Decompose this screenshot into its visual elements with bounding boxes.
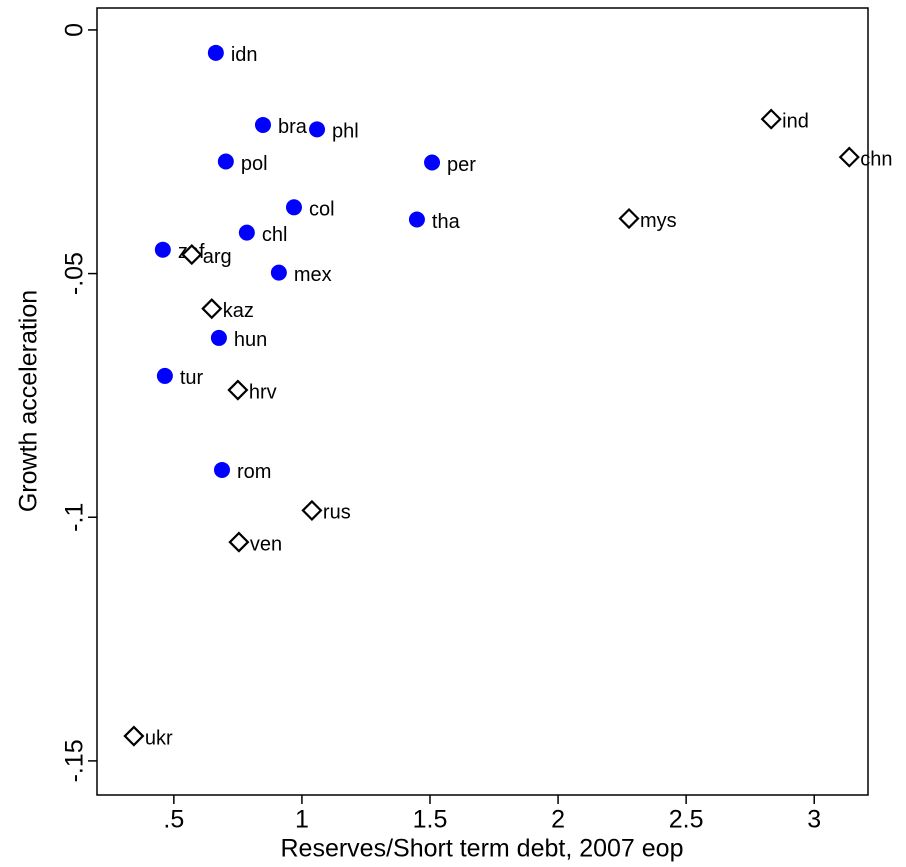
point-label: chn bbox=[860, 148, 892, 170]
point bbox=[217, 153, 234, 170]
point-label: mys bbox=[640, 210, 677, 232]
point-label: tha bbox=[432, 211, 461, 233]
point bbox=[618, 207, 640, 230]
point-label: bra bbox=[278, 116, 308, 138]
y-tick-label: -.05 bbox=[61, 252, 89, 295]
y-tick-label: 0 bbox=[61, 23, 89, 37]
x-axis-title: Reserves/Short term debt, 2007 eop bbox=[280, 835, 683, 863]
x-tick-label: .5 bbox=[163, 806, 184, 834]
point bbox=[210, 329, 227, 346]
point-label: pol bbox=[241, 153, 268, 175]
point-label: chl bbox=[262, 224, 288, 246]
point bbox=[270, 264, 287, 281]
point-label: kaz bbox=[223, 300, 254, 322]
point bbox=[154, 241, 171, 258]
point bbox=[285, 199, 302, 216]
y-tick-label: -.15 bbox=[61, 739, 89, 782]
point bbox=[254, 116, 271, 133]
point bbox=[301, 499, 323, 521]
x-tick-label: 2 bbox=[551, 806, 565, 834]
point-label: per bbox=[447, 154, 476, 176]
point-label: hrv bbox=[249, 381, 277, 403]
point-label: ven bbox=[250, 533, 282, 555]
point-label: mex bbox=[294, 264, 332, 286]
x-tick-label: 2.5 bbox=[669, 806, 704, 834]
x-tick-label: 1 bbox=[295, 806, 309, 834]
plot-frame bbox=[96, 7, 869, 796]
point-label: tur bbox=[180, 367, 204, 389]
point bbox=[238, 224, 255, 241]
point bbox=[408, 211, 425, 228]
x-tick-label: 3 bbox=[807, 806, 821, 834]
point-label: arg bbox=[203, 246, 232, 268]
point-label: col bbox=[309, 199, 335, 221]
y-axis-title: Growth acceleration bbox=[15, 290, 43, 512]
point-label: hun bbox=[234, 329, 267, 351]
point bbox=[227, 379, 249, 401]
x-tick-label: 1.5 bbox=[413, 806, 448, 834]
point-label: phl bbox=[332, 121, 359, 143]
point-label: rus bbox=[323, 502, 351, 524]
point bbox=[201, 298, 223, 320]
point-label: rom bbox=[237, 461, 271, 483]
point bbox=[228, 531, 250, 553]
point bbox=[156, 367, 173, 384]
point bbox=[309, 121, 326, 138]
point-label: idn bbox=[231, 44, 258, 66]
point bbox=[181, 244, 203, 266]
point-label: ukr bbox=[145, 727, 173, 749]
point bbox=[424, 154, 441, 171]
point bbox=[123, 725, 145, 747]
point bbox=[213, 461, 230, 478]
point bbox=[207, 44, 224, 61]
point bbox=[838, 146, 860, 168]
point-label: ind bbox=[782, 110, 809, 132]
point bbox=[760, 108, 782, 130]
y-tick-label: -.1 bbox=[61, 503, 89, 532]
